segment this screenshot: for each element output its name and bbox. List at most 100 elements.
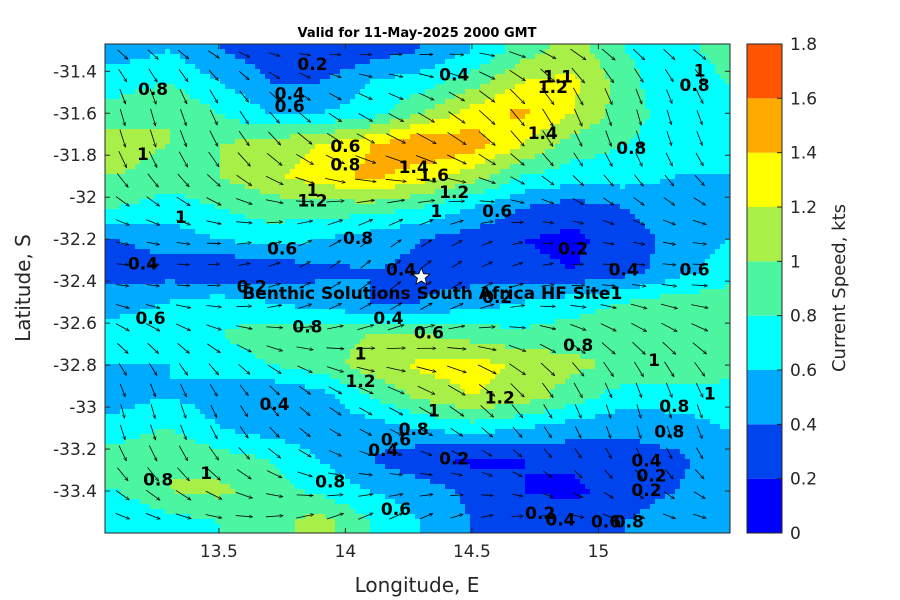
field-cell [185,229,191,235]
field-cell [550,134,556,140]
field-cell [715,124,721,130]
field-cell [200,44,206,50]
field-cell [260,94,266,100]
field-cell [535,164,541,170]
field-cell [560,134,566,140]
field-cell [485,174,491,180]
field-cell [530,54,536,60]
field-cell [375,59,381,65]
field-cell [235,174,241,180]
field-cell [530,199,536,205]
field-cell [340,84,346,90]
field-cell [595,204,601,210]
field-cell [320,159,326,165]
field-cell [165,184,171,190]
field-cell [115,204,121,210]
field-cell [280,144,286,150]
field-cell [720,234,726,240]
field-cell [310,189,316,195]
field-cell [185,169,191,175]
field-cell [245,234,251,240]
field-cell [315,134,321,140]
field-cell [660,229,666,235]
field-cell [250,74,256,80]
field-cell [290,84,296,90]
field-cell [325,44,331,50]
field-cell [470,64,476,70]
field-cell [375,179,381,185]
field-cell [315,114,321,120]
field-cell [240,219,246,225]
field-cell [485,229,491,235]
field-cell [225,179,231,185]
field-cell [560,159,566,165]
field-cell [205,134,211,140]
field-cell [575,234,581,240]
field-cell [295,224,301,230]
field-cell [645,119,651,125]
field-cell [440,229,446,235]
field-cell [540,74,546,80]
field-cell [390,59,396,65]
field-cell [510,54,516,60]
field-cell [475,144,481,150]
field-cell [720,94,726,100]
field-cell [235,89,241,95]
field-cell [325,229,331,235]
field-cell [325,64,331,70]
field-cell [645,64,651,70]
field-cell [160,44,166,50]
field-cell [255,164,261,170]
field-cell [105,139,111,145]
field-cell [240,74,246,80]
field-cell [420,179,426,185]
field-cell [700,104,706,110]
field-cell [530,59,536,65]
field-cell [500,159,506,165]
field-cell [605,184,611,190]
field-cell [610,99,616,105]
field-cell [240,84,246,90]
field-cell [630,109,636,115]
field-cell [280,119,286,125]
field-cell [250,169,256,175]
field-cell [250,184,256,190]
field-cell [345,149,351,155]
field-cell [225,214,231,220]
field-cell [255,124,261,130]
field-cell [105,229,111,235]
field-cell [310,149,316,155]
field-cell [335,44,341,50]
field-cell [575,154,581,160]
field-cell [200,59,206,65]
field-cell [280,44,286,50]
field-cell [205,59,211,65]
field-cell [135,144,141,150]
field-cell [705,234,711,240]
field-cell [510,199,516,205]
field-cell [290,64,296,70]
field-cell [525,94,531,100]
field-cell [210,189,216,195]
field-cell [355,74,361,80]
field-cell [440,79,446,85]
field-cell [115,209,121,215]
field-cell [380,94,386,100]
field-cell [195,154,201,160]
field-cell [590,99,596,105]
field-cell [495,69,501,75]
field-cell [455,234,461,240]
field-cell [560,184,566,190]
field-cell [255,239,261,245]
field-cell [200,179,206,185]
field-cell [530,164,536,170]
field-cell [650,134,656,140]
field-cell [205,99,211,105]
field-cell [120,224,126,230]
field-cell [605,169,611,175]
field-cell [410,59,416,65]
field-cell [380,219,386,225]
field-cell [310,164,316,170]
field-cell [330,119,336,125]
field-cell [650,199,656,205]
